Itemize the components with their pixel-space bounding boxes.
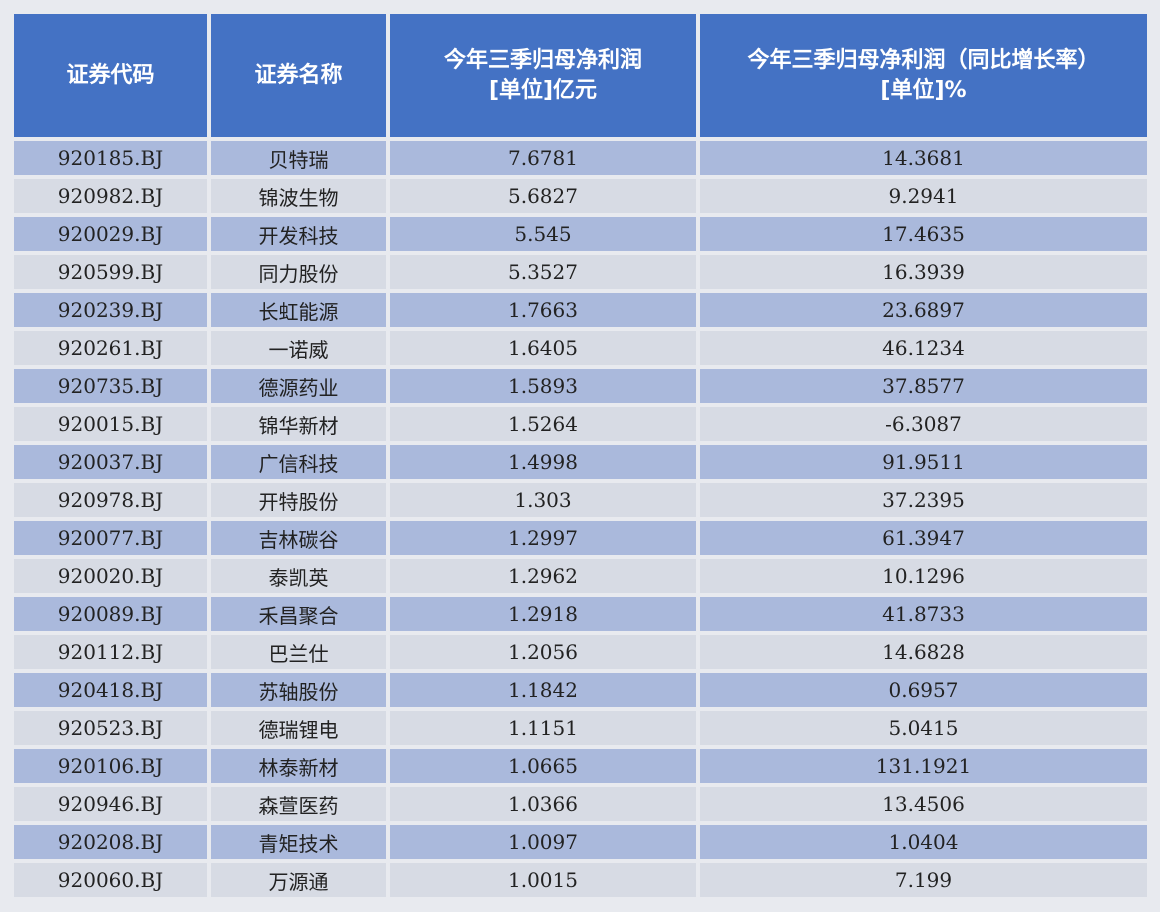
- cell-name: 开特股份: [211, 483, 386, 517]
- cell-code: 920106.BJ: [14, 749, 207, 783]
- cell-code: 920015.BJ: [14, 407, 207, 441]
- cell-profit: 1.5264: [390, 407, 696, 441]
- cell-profit: 1.303: [390, 483, 696, 517]
- cell-growth: 7.199: [700, 863, 1147, 897]
- cell-growth: 61.3947: [700, 521, 1147, 555]
- cell-code: 920112.BJ: [14, 635, 207, 669]
- cell-code: 920982.BJ: [14, 179, 207, 213]
- cell-profit: 1.2962: [390, 559, 696, 593]
- cell-name: 同力股份: [211, 255, 386, 289]
- cell-name: 青矩技术: [211, 825, 386, 859]
- cell-name: 一诺威: [211, 331, 386, 365]
- header-profit: 今年三季归母净利润 [单位]亿元: [390, 14, 696, 137]
- header-name: 证券名称: [211, 14, 386, 137]
- cell-growth: 0.6957: [700, 673, 1147, 707]
- cell-growth: 91.9511: [700, 445, 1147, 479]
- cell-profit: 1.4998: [390, 445, 696, 479]
- cell-name: 泰凯英: [211, 559, 386, 593]
- cell-name: 林泰新材: [211, 749, 386, 783]
- cell-profit: 1.6405: [390, 331, 696, 365]
- cell-name: 锦华新材: [211, 407, 386, 441]
- cell-name: 广信科技: [211, 445, 386, 479]
- header-growth-title: 今年三季归母净利润（同比增长率）: [747, 47, 1100, 73]
- cell-name: 开发科技: [211, 217, 386, 251]
- cell-growth: 14.3681: [700, 141, 1147, 175]
- cell-code: 920946.BJ: [14, 787, 207, 821]
- cell-profit: 5.545: [390, 217, 696, 251]
- cell-code: 920261.BJ: [14, 331, 207, 365]
- cell-profit: 1.2997: [390, 521, 696, 555]
- cell-name: 贝特瑞: [211, 141, 386, 175]
- cell-name: 德源药业: [211, 369, 386, 403]
- cell-growth: 46.1234: [700, 331, 1147, 365]
- cell-code: 920029.BJ: [14, 217, 207, 251]
- cell-code: 920523.BJ: [14, 711, 207, 745]
- cell-name: 苏轴股份: [211, 673, 386, 707]
- cell-code: 920185.BJ: [14, 141, 207, 175]
- header-profit-title: 今年三季归母净利润: [443, 47, 642, 73]
- cell-profit: 1.2056: [390, 635, 696, 669]
- cell-profit: 1.1151: [390, 711, 696, 745]
- cell-growth: 23.6897: [700, 293, 1147, 327]
- cell-code: 920599.BJ: [14, 255, 207, 289]
- cell-growth: 37.8577: [700, 369, 1147, 403]
- cell-name: 巴兰仕: [211, 635, 386, 669]
- cell-code: 920418.BJ: [14, 673, 207, 707]
- cell-code: 920077.BJ: [14, 521, 207, 555]
- cell-profit: 1.1842: [390, 673, 696, 707]
- cell-growth: 13.4506: [700, 787, 1147, 821]
- header-growth-unit: [单位]%: [880, 77, 967, 103]
- cell-name: 禾昌聚合: [211, 597, 386, 631]
- cell-growth: 41.8733: [700, 597, 1147, 631]
- cell-profit: 7.6781: [390, 141, 696, 175]
- header-name-label: 证券名称: [254, 62, 343, 88]
- cell-name: 德瑞锂电: [211, 711, 386, 745]
- cell-code: 920978.BJ: [14, 483, 207, 517]
- cell-profit: 1.0665: [390, 749, 696, 783]
- cell-growth: 131.1921: [700, 749, 1147, 783]
- cell-profit: 5.6827: [390, 179, 696, 213]
- cell-profit: 1.7663: [390, 293, 696, 327]
- cell-profit: 1.0015: [390, 863, 696, 897]
- cell-name: 长虹能源: [211, 293, 386, 327]
- cell-code: 920208.BJ: [14, 825, 207, 859]
- cell-name: 锦波生物: [211, 179, 386, 213]
- cell-code: 920239.BJ: [14, 293, 207, 327]
- header-profit-unit: [单位]亿元: [488, 77, 598, 103]
- header-code-label: 证券代码: [66, 62, 155, 88]
- cell-growth: 10.1296: [700, 559, 1147, 593]
- header-growth: 今年三季归母净利润（同比增长率） [单位]%: [700, 14, 1147, 137]
- cell-profit: 5.3527: [390, 255, 696, 289]
- cell-growth: 17.4635: [700, 217, 1147, 251]
- cell-growth: 1.0404: [700, 825, 1147, 859]
- cell-code: 920089.BJ: [14, 597, 207, 631]
- cell-profit: 1.0366: [390, 787, 696, 821]
- cell-code: 920020.BJ: [14, 559, 207, 593]
- cell-growth: 14.6828: [700, 635, 1147, 669]
- cell-growth: -6.3087: [700, 407, 1147, 441]
- cell-name: 森萱医药: [211, 787, 386, 821]
- cell-code: 920735.BJ: [14, 369, 207, 403]
- cell-profit: 1.2918: [390, 597, 696, 631]
- cell-profit: 1.0097: [390, 825, 696, 859]
- cell-code: 920037.BJ: [14, 445, 207, 479]
- cell-name: 万源通: [211, 863, 386, 897]
- cell-growth: 16.3939: [700, 255, 1147, 289]
- cell-code: 920060.BJ: [14, 863, 207, 897]
- cell-growth: 37.2395: [700, 483, 1147, 517]
- cell-profit: 1.5893: [390, 369, 696, 403]
- cell-growth: 5.0415: [700, 711, 1147, 745]
- header-code: 证券代码: [14, 14, 207, 137]
- cell-growth: 9.2941: [700, 179, 1147, 213]
- profit-table: 证券代码 证券名称 今年三季归母净利润 [单位]亿元 今年三季归母净利润（同比增…: [14, 14, 1147, 901]
- cell-name: 吉林碳谷: [211, 521, 386, 555]
